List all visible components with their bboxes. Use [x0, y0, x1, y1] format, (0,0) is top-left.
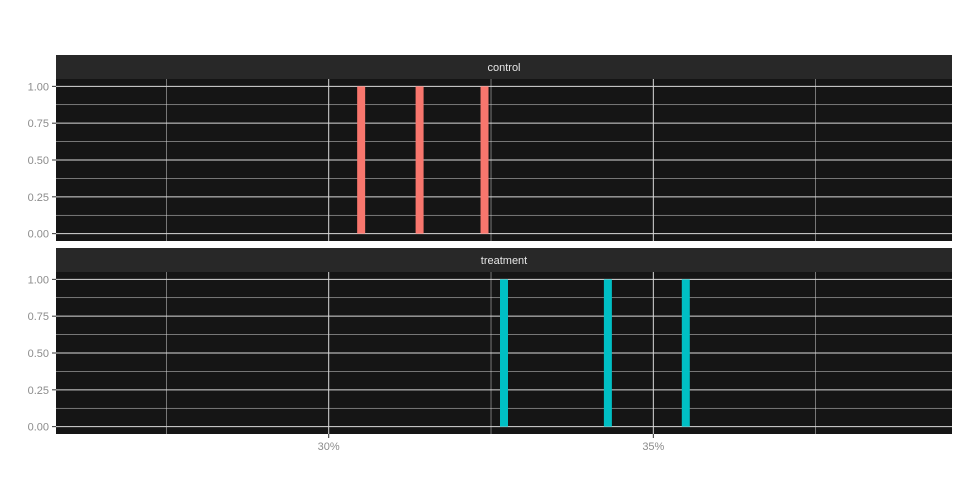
- facet-strip: [56, 55, 952, 79]
- bar-control: [415, 86, 424, 234]
- y-tick-label: 0.25: [28, 385, 49, 397]
- facet-strip: [56, 248, 952, 272]
- bar-control: [480, 86, 489, 234]
- y-tick-label: 1.00: [28, 274, 49, 286]
- bar-control: [357, 86, 366, 234]
- x-tick-label: 35%: [642, 441, 664, 453]
- bar-treatment: [603, 279, 612, 427]
- y-tick-label: 0.75: [28, 311, 49, 323]
- facet-label: treatment: [481, 255, 527, 267]
- bar-treatment: [500, 279, 508, 427]
- x-tick-label: 30%: [318, 441, 340, 453]
- y-tick-label: 1.00: [28, 81, 49, 93]
- facet-label: control: [487, 62, 520, 74]
- y-tick-label: 0.50: [28, 348, 49, 360]
- bar-treatment: [681, 279, 690, 427]
- y-tick-label: 0.50: [28, 155, 49, 167]
- y-tick-label: 0.00: [28, 229, 49, 241]
- y-tick-label: 0.75: [28, 118, 49, 130]
- y-tick-label: 0.25: [28, 192, 49, 204]
- y-tick-label: 0.00: [28, 422, 49, 434]
